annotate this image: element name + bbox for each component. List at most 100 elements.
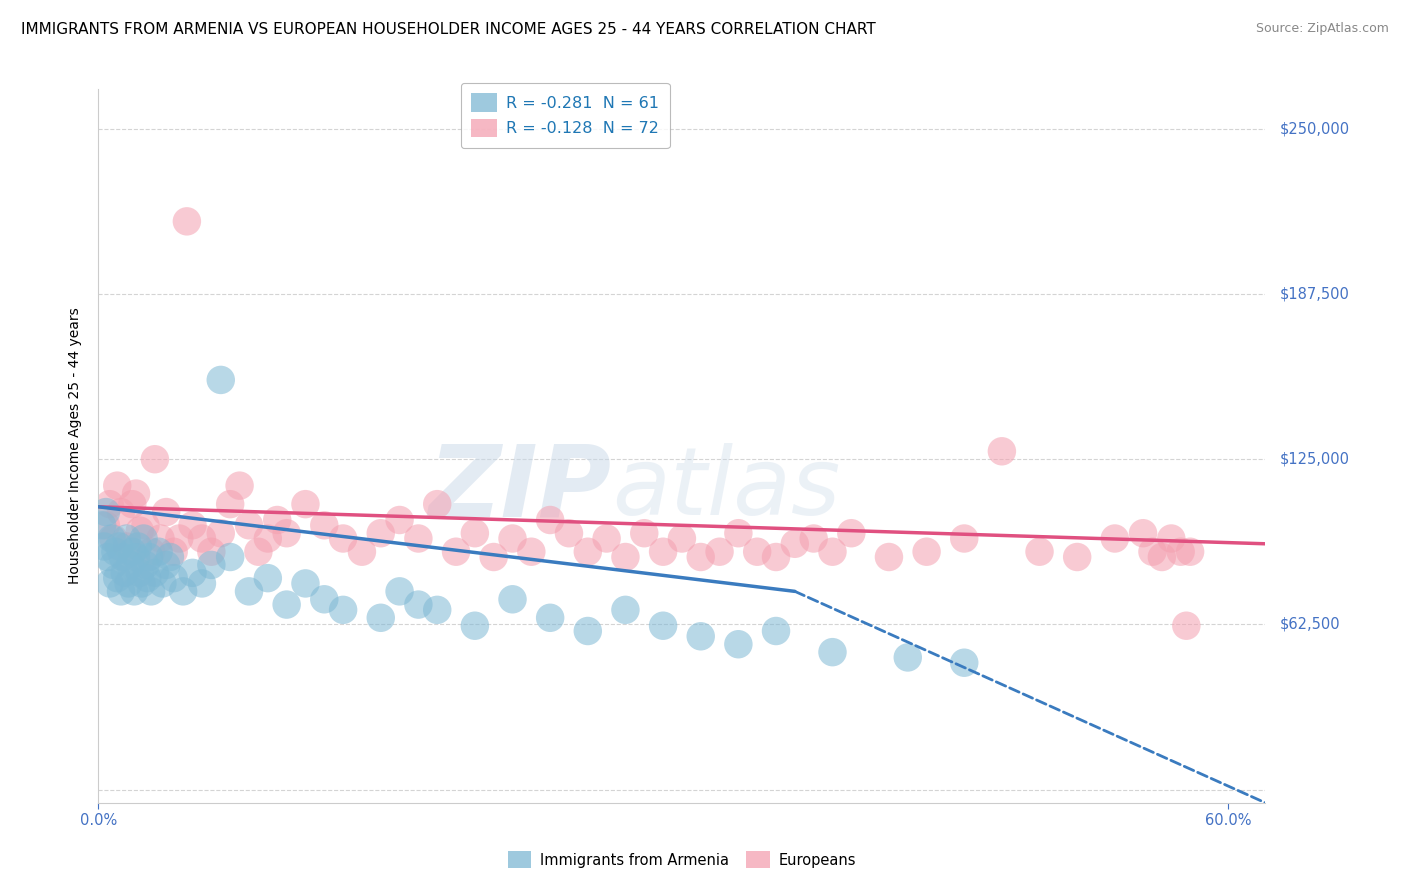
Point <box>1104 532 1126 546</box>
Point <box>136 571 159 585</box>
Text: IMMIGRANTS FROM ARMENIA VS EUROPEAN HOUSEHOLDER INCOME AGES 25 - 44 YEARS CORREL: IMMIGRANTS FROM ARMENIA VS EUROPEAN HOUS… <box>21 22 876 37</box>
Point <box>148 545 170 559</box>
Point <box>138 549 160 564</box>
Point <box>191 532 214 546</box>
Point <box>94 518 117 533</box>
Point <box>350 545 373 559</box>
Text: $125,000: $125,000 <box>1279 451 1350 467</box>
Point <box>143 452 166 467</box>
Point <box>200 558 222 572</box>
Point <box>426 603 449 617</box>
Point <box>558 526 581 541</box>
Point <box>200 545 222 559</box>
Point <box>538 611 561 625</box>
Text: $250,000: $250,000 <box>1279 121 1350 136</box>
Point <box>163 571 186 585</box>
Point <box>576 624 599 638</box>
Point <box>1175 618 1198 632</box>
Point <box>502 592 524 607</box>
Text: atlas: atlas <box>612 443 841 534</box>
Point <box>1028 545 1050 559</box>
Point <box>614 549 637 564</box>
Point <box>991 444 1014 458</box>
Point <box>134 518 156 533</box>
Point <box>111 549 134 564</box>
Point <box>538 513 561 527</box>
Point <box>125 486 148 500</box>
Point <box>149 532 172 546</box>
Point <box>93 540 115 554</box>
Point <box>238 518 260 533</box>
Point <box>122 584 145 599</box>
Text: $187,500: $187,500 <box>1279 286 1350 301</box>
Legend: Immigrants from Armenia, Europeans: Immigrants from Armenia, Europeans <box>502 846 862 874</box>
Text: ZIP: ZIP <box>429 441 612 537</box>
Point <box>747 545 769 559</box>
Point <box>219 497 242 511</box>
Point <box>100 532 122 546</box>
Point <box>314 518 336 533</box>
Point <box>172 584 194 599</box>
Point <box>370 611 392 625</box>
Point <box>163 545 186 559</box>
Point <box>727 637 749 651</box>
Point <box>256 571 278 585</box>
Point <box>727 526 749 541</box>
Point <box>408 532 430 546</box>
Point <box>228 478 250 492</box>
Point <box>332 532 354 546</box>
Point <box>104 545 127 559</box>
Point <box>915 545 938 559</box>
Point <box>247 545 270 559</box>
Point <box>117 576 139 591</box>
Point <box>502 532 524 546</box>
Point <box>821 645 844 659</box>
Point <box>110 505 132 519</box>
Point <box>276 526 298 541</box>
Point <box>121 545 143 559</box>
Point <box>370 526 392 541</box>
Point <box>294 576 316 591</box>
Point <box>181 566 204 580</box>
Point <box>426 497 449 511</box>
Point <box>120 558 142 572</box>
Point <box>294 497 316 511</box>
Point <box>783 537 806 551</box>
Point <box>110 584 132 599</box>
Point <box>139 545 162 559</box>
Point <box>132 532 155 546</box>
Point <box>105 478 128 492</box>
Point <box>128 524 150 538</box>
Point <box>115 540 138 554</box>
Point <box>464 526 486 541</box>
Point <box>276 598 298 612</box>
Point <box>464 618 486 632</box>
Point <box>152 576 174 591</box>
Point <box>98 576 121 591</box>
Point <box>127 540 149 554</box>
Point <box>897 650 920 665</box>
Point <box>877 549 900 564</box>
Point <box>103 558 125 572</box>
Point <box>444 545 467 559</box>
Point <box>1178 545 1201 559</box>
Point <box>128 566 150 580</box>
Point <box>94 505 117 519</box>
Point <box>482 549 505 564</box>
Point <box>266 513 288 527</box>
Point <box>91 518 114 533</box>
Point <box>125 549 148 564</box>
Point <box>131 576 153 591</box>
Point <box>209 526 232 541</box>
Point <box>839 526 862 541</box>
Point <box>98 497 121 511</box>
Point <box>115 532 138 546</box>
Point <box>121 497 143 511</box>
Point <box>155 505 177 519</box>
Point <box>256 532 278 546</box>
Point <box>314 592 336 607</box>
Point <box>953 532 976 546</box>
Point <box>238 584 260 599</box>
Point <box>1142 545 1164 559</box>
Point <box>633 526 655 541</box>
